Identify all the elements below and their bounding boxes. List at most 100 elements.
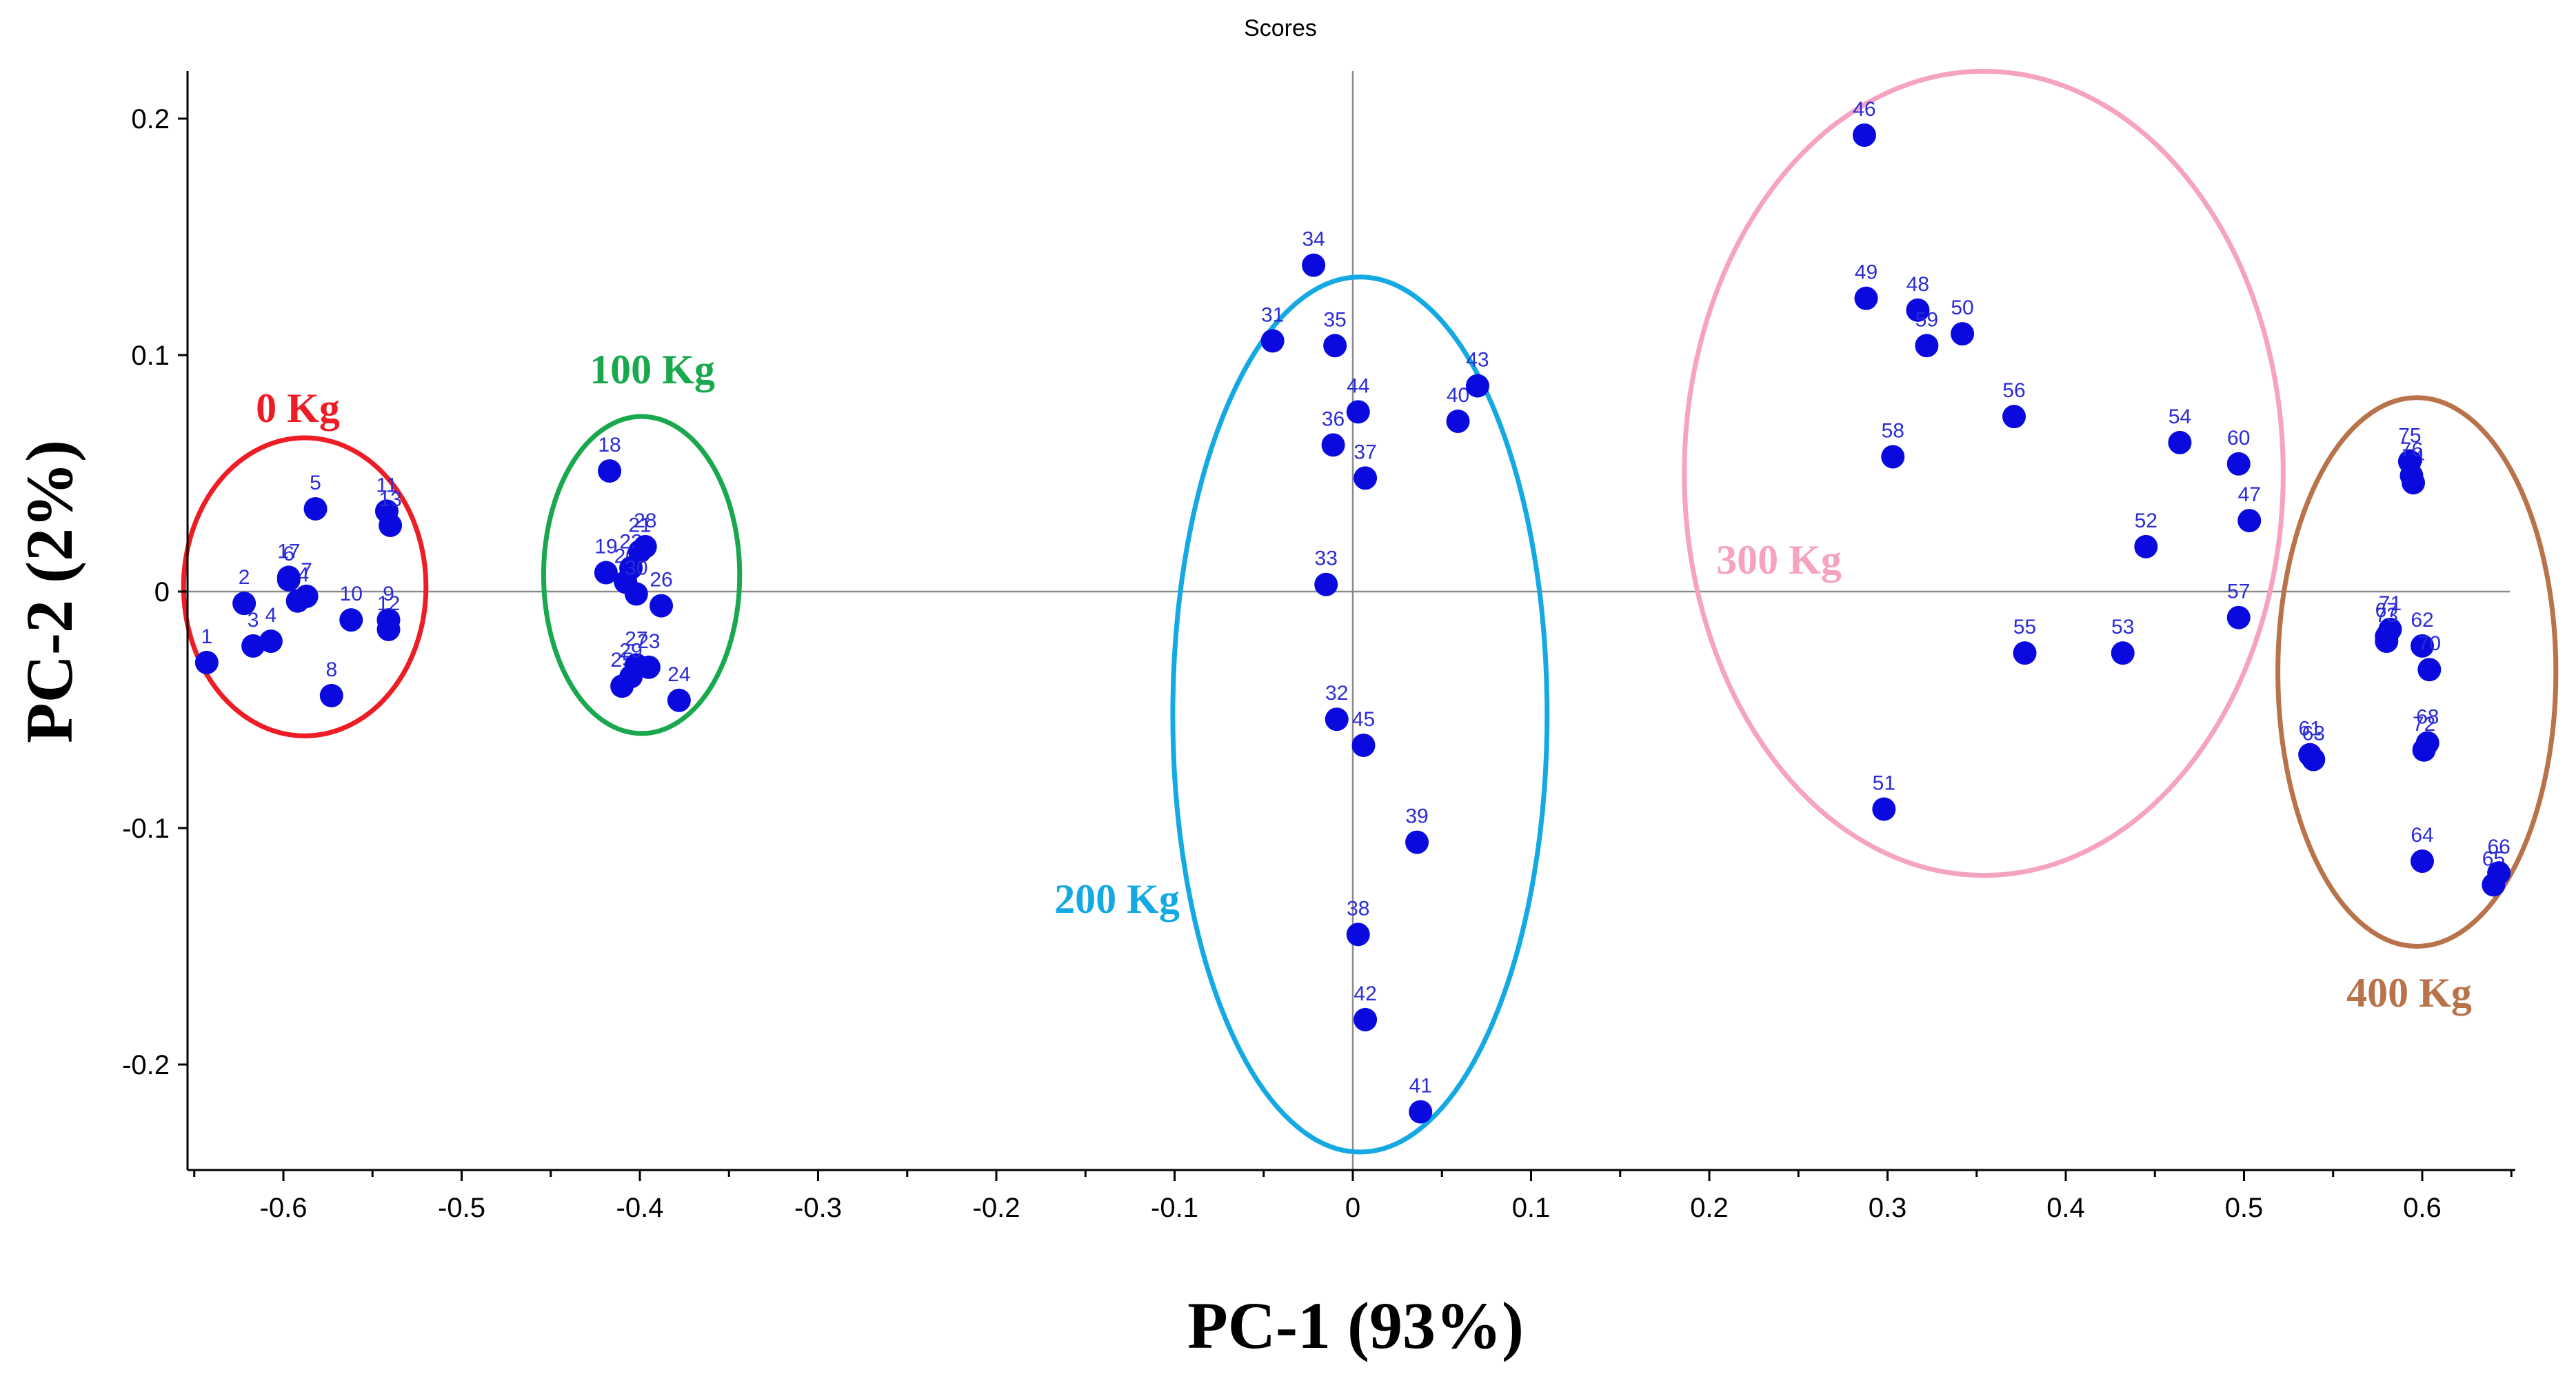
data-point (624, 582, 648, 606)
data-point (319, 683, 343, 707)
data-point (2111, 641, 2135, 665)
data-point (2237, 509, 2262, 533)
y-axis-ticks: 0.2 0.1 0 -0.1 -0.2 (122, 104, 188, 1080)
data-point-label: 70 (2418, 632, 2441, 655)
data-point-label: 31 (1261, 303, 1284, 326)
data-point-label: 38 (1347, 897, 1369, 920)
data-point-label: 2 (239, 566, 250, 589)
data-point (276, 565, 301, 589)
data-point-label: 63 (2302, 723, 2325, 745)
data-point-label: 51 (1873, 772, 1895, 795)
data-point (1323, 334, 1347, 358)
data-point (339, 608, 363, 632)
data-point (619, 556, 643, 580)
data-point (1260, 329, 1285, 353)
y-axis-title: PC-2 (2%) (12, 440, 86, 743)
data-point-label: 33 (1315, 547, 1338, 570)
data-point-label: 66 (2487, 836, 2510, 858)
data-point-label: 48 (1906, 273, 1929, 296)
group-label-0kg: 0 Kg (256, 385, 340, 431)
data-point-label: 76 (2400, 439, 2423, 461)
x-axis-ticks: -0.6 -0.5 -0.4 -0.3 -0.2 -0.1 0 0.1 0.2 0.3 0.4 0.5… (193, 1170, 2513, 1223)
x-tick-label: 0.2 (1690, 1193, 1729, 1223)
data-point-label: 61 (2298, 718, 2321, 740)
data-point (232, 592, 256, 616)
data-point-label: 29 (619, 639, 642, 662)
data-point (2134, 534, 2158, 558)
data-point-label: 36 (1322, 407, 1345, 430)
data-point (619, 665, 643, 689)
data-point (2226, 452, 2251, 476)
data-point-label: 24 (667, 663, 690, 686)
data-point (1906, 298, 1930, 322)
data-point (379, 513, 403, 537)
data-point-label: 56 (2002, 379, 2025, 402)
data-point-label: 10 (340, 583, 363, 605)
x-tick-label: -0.2 (973, 1193, 1020, 1223)
data-point-label: 44 (1347, 374, 1369, 397)
x-tick-label: 0.5 (2225, 1193, 2264, 1223)
data-point (2411, 634, 2434, 658)
data-point-label: 35 (1323, 308, 1346, 331)
data-point (594, 561, 618, 585)
data-point-label: 72 (2413, 713, 2435, 736)
group-label-300kg: 300 Kg (1716, 537, 1842, 583)
x-tick-label: -0.6 (260, 1193, 308, 1223)
data-point (241, 634, 265, 658)
x-axis-title: PC-1 (93%) (1187, 1289, 1524, 1362)
x-tick-label: -0.5 (438, 1193, 485, 1223)
data-point-label: 59 (1915, 308, 1938, 331)
data-point (1915, 334, 1939, 358)
data-point (303, 496, 328, 521)
data-point (1409, 1100, 1433, 1124)
zero-reference-lines (188, 71, 2510, 1170)
data-point-label: 28 (634, 510, 656, 532)
data-point-label: 67 (2375, 599, 2398, 622)
data-point-label: 62 (2411, 609, 2433, 632)
data-point (1354, 466, 1378, 490)
chart-title: Scores (1244, 15, 1317, 41)
group-ellipse-400kg (2275, 395, 2559, 949)
data-point-label: 39 (1405, 805, 1428, 828)
data-point (1854, 286, 1878, 310)
data-point (1465, 374, 1489, 398)
data-point-label: 68 (2416, 706, 2439, 729)
data-point-label: 46 (1853, 98, 1875, 121)
data-point-label: 13 (379, 488, 401, 511)
data-point-label: 5 (310, 472, 321, 494)
data-point-label: 73 (2375, 604, 2398, 627)
data-point (2002, 405, 2026, 429)
data-point (285, 589, 310, 613)
data-point (2302, 747, 2326, 772)
data-point (1881, 445, 1905, 469)
x-tick-label: 0.6 (2403, 1193, 2442, 1223)
data-point (2013, 641, 2037, 665)
data-point (2411, 849, 2434, 874)
data-point-label: 27 (625, 627, 647, 650)
data-point-label: 18 (598, 434, 621, 456)
data-point-label: 37 (1354, 441, 1376, 463)
data-point (2375, 629, 2399, 654)
x-tick-label: 0.4 (2046, 1193, 2085, 1223)
data-point-label: 40 (1447, 384, 1469, 407)
data-point-label: 26 (650, 569, 672, 592)
data-point (1354, 1007, 1378, 1031)
data-point (1346, 923, 1370, 947)
data-point-label: 1 (201, 625, 213, 648)
data-point (1872, 797, 1896, 821)
data-point-label: 17 (277, 540, 300, 563)
data-point-label: 34 (1302, 228, 1325, 251)
y-tick-label: 0.2 (131, 104, 170, 134)
data-point-label: 47 (2238, 483, 2261, 506)
data-point (598, 459, 622, 483)
group-ellipse-200kg (1170, 274, 1550, 1155)
data-point (2168, 430, 2192, 454)
data-point (1314, 572, 1338, 596)
y-tick-label: -0.1 (122, 814, 170, 844)
y-tick-label: 0.1 (131, 341, 170, 371)
data-point-label: 64 (2411, 824, 2433, 847)
x-tick-label: -0.1 (1151, 1193, 1198, 1223)
data-point-label: 75 (2398, 424, 2421, 447)
x-tick-label: -0.3 (794, 1193, 842, 1223)
